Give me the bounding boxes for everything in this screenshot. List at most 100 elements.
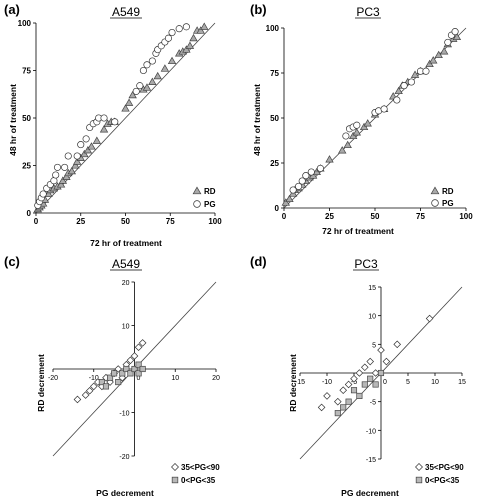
panel-a-plot: 0 25 50 75 100 0 25 50 75 100 (18, 19, 223, 226)
data-point (343, 140, 352, 149)
data-point (422, 67, 430, 75)
y-tick-label: 25 (22, 162, 31, 171)
panel-d-legend: 35<PG<90 0<PG<35 (415, 463, 464, 485)
data-point (175, 25, 183, 33)
panel-b-legend-marker-rd (430, 186, 440, 195)
x-tick-label: 10 (431, 379, 439, 386)
data-point (81, 391, 90, 399)
panel-d-legend-label-low: 0<PG<35 (425, 476, 460, 485)
y-tick-label: 100 (18, 19, 32, 28)
panel-d-title: PC3 (354, 257, 378, 271)
data-point (102, 383, 110, 390)
data-point (182, 23, 190, 31)
data-point (138, 339, 147, 347)
data-point (148, 77, 157, 85)
data-point (372, 381, 379, 388)
panel-b-plot: 0 25 50 75 100 0 25 50 75 100 (266, 24, 474, 221)
panel-d-legend-marker-high (415, 463, 423, 471)
data-point (356, 392, 363, 399)
y-tick-label: 5 (372, 342, 376, 349)
data-point (393, 96, 401, 104)
data-point (410, 70, 420, 78)
data-point (44, 189, 53, 198)
panel-a-legend-label-pg: PG (204, 200, 216, 209)
y-tick-label: -10 (119, 411, 129, 418)
identity-line (35, 22, 216, 214)
data-point (363, 119, 372, 127)
y-tick-label: 100 (266, 24, 280, 33)
legend-marker (193, 200, 201, 208)
data-point (289, 186, 297, 194)
x-tick-label: 10 (171, 375, 179, 382)
panel-d-label: (d) (250, 254, 267, 269)
data-point (115, 379, 122, 386)
panel-c-title: A549 (112, 257, 140, 271)
data-point (111, 370, 118, 377)
panel-d-xlabel: PG decrement (341, 488, 399, 498)
panel-c-legend-marker-low (171, 476, 179, 484)
panel-a-legend-label-rd: RD (204, 187, 216, 196)
legend-marker (171, 463, 179, 471)
data-point (451, 28, 459, 36)
panel-b-legend-label-rd: RD (442, 187, 454, 196)
panel-b-xlabel: 72 hr of treatment (322, 226, 394, 236)
data-point (89, 382, 98, 391)
data-point (400, 82, 408, 90)
y-tick-label: 15 (368, 285, 376, 292)
y-tick-label: -10 (366, 428, 376, 435)
data-point (355, 369, 364, 377)
panel-d-legend-label-high: 35<PG<90 (425, 463, 464, 472)
x-tick-label: 0 (137, 375, 141, 382)
panel-d-ylabel: RD decrement (288, 354, 298, 412)
data-point (111, 118, 119, 126)
data-point (345, 398, 352, 405)
data-point (334, 397, 342, 406)
data-point (100, 114, 108, 122)
data-point (312, 167, 321, 176)
panel-a-legend-marker-pg (193, 200, 201, 208)
data-point (123, 365, 130, 373)
panel-d-legend-marker-low (415, 476, 423, 484)
data-point (302, 172, 310, 180)
panel-a-ylabel: 48 hr of treatment (8, 84, 18, 156)
data-point (139, 365, 146, 373)
data-point (196, 26, 205, 34)
data-point (429, 56, 438, 64)
panel-c-label: (c) (4, 254, 20, 269)
panel-c-plot: -20 -10 10 20 -20 -10 10 20 0 (48, 280, 220, 461)
data-point (361, 363, 369, 372)
data-point (380, 105, 388, 113)
panel-c: (c) A549 -20 -10 10 20 -20 -10 10 20 0 PG decrem… (4, 254, 220, 498)
data-point (148, 57, 156, 65)
data-point (77, 141, 85, 149)
data-point (285, 194, 294, 203)
y-tick-label: -15 (366, 457, 376, 464)
panel-c-legend-marker-high (171, 463, 179, 471)
y-tick-label: 75 (22, 67, 31, 76)
legend-marker (431, 199, 439, 207)
data-point (124, 98, 134, 106)
x-tick-label: 100 (208, 217, 222, 226)
panel-b-legend: RD PG (430, 186, 454, 208)
data-point (295, 182, 303, 190)
panel-c-xlabel: PG decrement (96, 488, 154, 498)
data-point (61, 163, 69, 171)
data-point (131, 365, 138, 373)
data-point (377, 369, 385, 377)
panel-b-legend-label-pg: PG (442, 199, 454, 208)
x-tick-label: 50 (371, 212, 380, 221)
panel-b-label: (b) (250, 2, 267, 17)
panel-c-legend-label-high: 35<PG<90 (181, 463, 220, 472)
y-tick-label: 0 (275, 204, 280, 213)
data-point (39, 190, 47, 198)
data-point (407, 78, 415, 86)
data-point (80, 149, 89, 158)
panel-a-legend-marker-rd (192, 186, 202, 195)
data-point (67, 166, 77, 175)
data-point (352, 128, 362, 136)
legend-marker (192, 186, 202, 195)
x-tick-label: 75 (166, 217, 175, 226)
y-tick-label: 50 (22, 114, 31, 123)
y-tick-label: 50 (270, 114, 279, 123)
x-tick-label: 0 (34, 217, 39, 226)
